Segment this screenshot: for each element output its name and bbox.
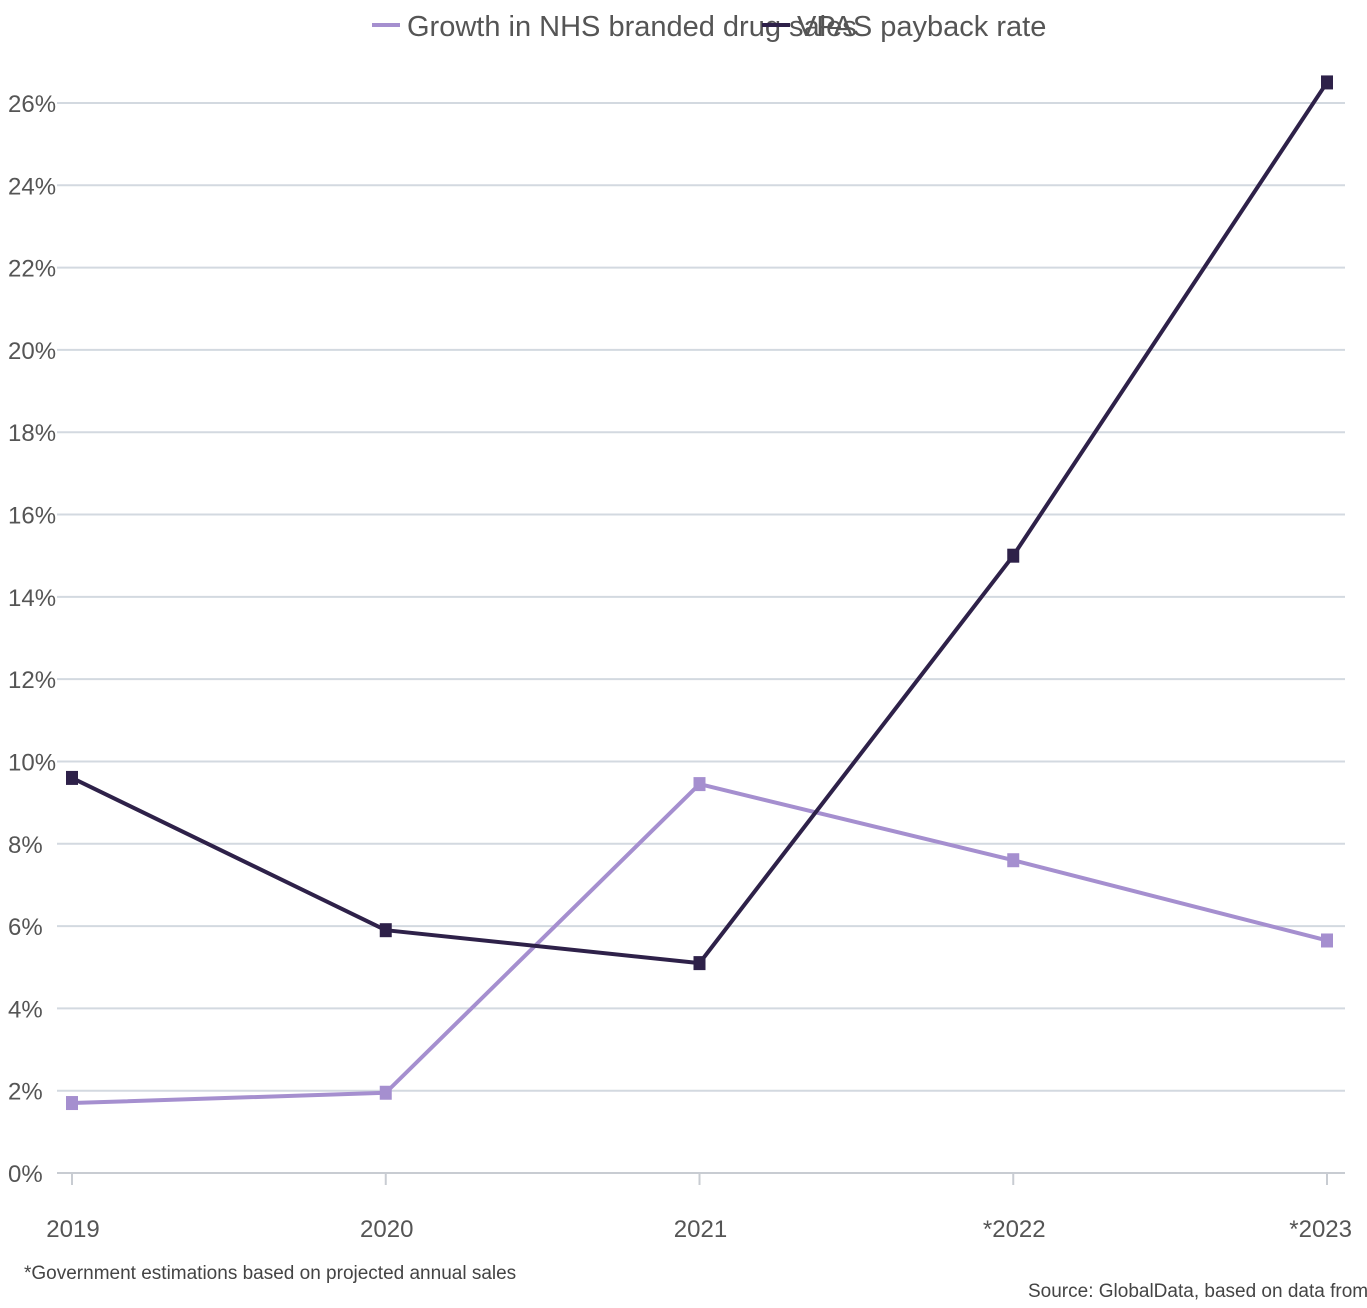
y-tick-label: 18% — [8, 420, 56, 447]
series-1-marker — [1321, 933, 1333, 948]
y-tick-label: 16% — [8, 503, 56, 530]
x-tick-label: *2023 — [1289, 1216, 1352, 1243]
y-tick-label: 12% — [8, 667, 56, 694]
y-tick-label: 4% — [8, 996, 43, 1023]
y-tick-label: 2% — [8, 1079, 43, 1106]
x-tick-label: 2021 — [674, 1216, 727, 1243]
series-1-marker — [379, 1085, 392, 1100]
y-tick-label: 8% — [8, 832, 43, 859]
y-tick-label: 22% — [8, 256, 56, 283]
series-1-marker — [693, 777, 706, 792]
series-lines — [66, 75, 1333, 1111]
series-1-marker — [1007, 853, 1020, 868]
x-tick-label: 2020 — [360, 1216, 413, 1243]
series-2-marker — [1321, 75, 1333, 90]
y-tick-label: 24% — [8, 173, 56, 200]
y-tick-label: 6% — [8, 914, 43, 941]
series-line-1 — [71, 782, 1328, 1106]
series-2-marker — [66, 770, 78, 785]
y-tick-label: 10% — [8, 749, 56, 776]
y-tick-label: 14% — [8, 585, 56, 612]
gridlines — [57, 102, 1345, 1174]
y-tick-label: 26% — [8, 91, 56, 118]
x-tick-label: 2019 — [46, 1216, 99, 1243]
source-note: Source: GlobalData, based on data from t… — [1028, 1281, 1367, 1302]
series-2-marker — [693, 956, 706, 971]
y-axis-ticks: 0% 2% 4% 6% 8% 10% 12% 14% 16% 18% 20% 22% 24% 26% — [8, 91, 56, 1188]
x-tick-label: *2022 — [983, 1216, 1046, 1243]
y-tick-label: 0% — [8, 1161, 43, 1188]
series-2-marker — [379, 923, 392, 938]
series-line-2 — [71, 81, 1329, 966]
x-axis: 2019 2020 2021 *2022 *2023 — [46, 1173, 1352, 1243]
footnote: *Government estimations based on project… — [24, 1263, 517, 1284]
y-tick-label: 20% — [8, 338, 56, 365]
series-1-marker — [66, 1096, 78, 1111]
legend-label: VPAS payback rate — [797, 11, 1046, 43]
series-2-marker — [1007, 548, 1020, 563]
